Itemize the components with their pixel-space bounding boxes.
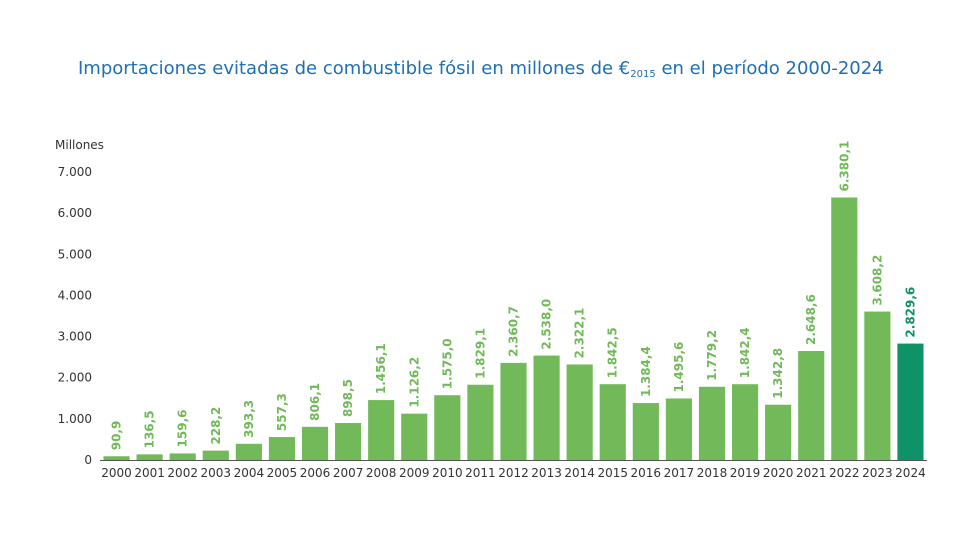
data-label-2014: 2.322,1 xyxy=(573,308,587,359)
data-label-2000: 90,9 xyxy=(110,421,124,451)
x-tick-label: 2016 xyxy=(631,466,662,480)
bar-2006 xyxy=(301,426,329,460)
bar-2016 xyxy=(632,403,659,460)
data-labels: 90,9 136,5 159,6 228,2 393,3 557,3 806,1 898,5 1… xyxy=(110,141,918,451)
x-tick-label: 2003 xyxy=(201,466,232,480)
data-label-2022: 6.380,1 xyxy=(837,141,851,192)
x-tick-label: 2017 xyxy=(664,466,695,480)
data-label-2006: 806,1 xyxy=(308,383,322,421)
y-tick-label: 3.000 xyxy=(58,330,92,344)
data-label-2021: 2.648,6 xyxy=(804,294,818,345)
x-tick-label: 2012 xyxy=(498,466,529,480)
y-tick-label: 2.000 xyxy=(58,371,92,385)
data-label-2012: 2.360,7 xyxy=(507,306,521,357)
x-tick-label: 2019 xyxy=(730,466,761,480)
data-label-2019: 1.842,4 xyxy=(738,327,752,378)
y-axis-label: Millones xyxy=(55,138,104,152)
chart-title-tail: en el período 2000-2024 xyxy=(655,58,884,79)
data-label-2010: 1.575,0 xyxy=(440,338,454,389)
bar-2012 xyxy=(500,362,527,460)
y-axis: 0 1.000 2.000 3.000 4.000 5.000 6.000 7.000 xyxy=(58,165,92,467)
bar-2020 xyxy=(765,404,792,460)
x-tick-label: 2009 xyxy=(399,466,430,480)
x-tick-label: 2002 xyxy=(167,466,198,480)
x-axis: 2000 2001 2002 2003 2004 2005 2006 2007 2008 2009… xyxy=(100,460,927,480)
bar-2008 xyxy=(368,400,395,460)
x-tick-label: 2013 xyxy=(531,466,562,480)
x-tick-label: 2024 xyxy=(895,466,926,480)
data-label-2023: 3.608,2 xyxy=(870,255,884,306)
x-tick-label: 2011 xyxy=(465,466,496,480)
x-tick-label: 2000 xyxy=(101,466,132,480)
data-label-2009: 1.126,2 xyxy=(407,357,421,408)
chart-title: Importaciones evitadas de combustible fó… xyxy=(78,58,884,80)
x-tick-label: 2020 xyxy=(763,466,794,480)
y-tick-label: 0 xyxy=(84,453,92,467)
bar-2003 xyxy=(202,450,229,460)
data-label-2001: 136,5 xyxy=(143,410,157,448)
data-label-2004: 393,3 xyxy=(242,400,256,438)
bar-2002 xyxy=(169,453,196,460)
data-label-2015: 1.842,5 xyxy=(606,327,620,378)
bar-2024 xyxy=(897,343,924,460)
bar-2017 xyxy=(665,398,692,460)
data-label-2017: 1.495,6 xyxy=(672,342,686,393)
y-tick-label: 6.000 xyxy=(58,206,92,220)
y-tick-label: 5.000 xyxy=(58,247,92,261)
x-tick-label: 2005 xyxy=(267,466,298,480)
x-tick-label: 2007 xyxy=(333,466,364,480)
bar-2005 xyxy=(268,437,296,460)
x-tick-label: 2015 xyxy=(597,466,628,480)
x-tick-label: 2022 xyxy=(829,466,860,480)
y-tick-label: 7.000 xyxy=(58,165,92,179)
x-tick-label: 2006 xyxy=(300,466,331,480)
bars xyxy=(103,197,924,460)
x-tick-label: 2021 xyxy=(796,466,827,480)
data-label-2003: 228,2 xyxy=(209,407,223,445)
data-label-2008: 1.456,1 xyxy=(374,343,388,394)
data-label-2005: 557,3 xyxy=(275,393,289,431)
bar-2000 xyxy=(103,456,130,460)
data-label-2002: 159,6 xyxy=(176,409,190,447)
data-label-2013: 2.538,0 xyxy=(540,299,554,350)
bar-2019 xyxy=(731,384,759,460)
chart-title-subscript: 2015 xyxy=(630,69,656,80)
data-label-2007: 898,5 xyxy=(341,379,355,417)
y-tick-label: 1.000 xyxy=(58,412,92,426)
bar-2013 xyxy=(533,355,560,460)
bar-2015 xyxy=(599,384,626,460)
x-tick-label: 2004 xyxy=(234,466,265,480)
bar-2018 xyxy=(698,386,726,460)
bar-2021 xyxy=(798,351,825,460)
x-tick-label: 2014 xyxy=(564,466,595,480)
bar-2009 xyxy=(401,413,428,460)
chart-title-main: Importaciones evitadas de combustible fó… xyxy=(78,58,631,79)
bar-2007 xyxy=(335,423,362,460)
x-tick-label: 2018 xyxy=(697,466,728,480)
y-tick-label: 4.000 xyxy=(58,288,92,302)
x-tick-label: 2010 xyxy=(432,466,463,480)
data-label-2020: 1.342,8 xyxy=(771,348,785,399)
data-label-2016: 1.384,4 xyxy=(639,346,653,397)
data-label-2024: 2.829,6 xyxy=(903,287,917,338)
x-tick-label: 2023 xyxy=(862,466,893,480)
bar-2010 xyxy=(434,395,461,460)
bar-2011 xyxy=(467,384,494,460)
bar-2022 xyxy=(831,197,858,460)
bar-2001 xyxy=(136,454,163,460)
x-tick-label: 2008 xyxy=(366,466,397,480)
data-label-2011: 1.829,1 xyxy=(473,328,487,379)
bar-2023 xyxy=(864,311,891,460)
bar-2014 xyxy=(566,364,593,460)
x-tick-label: 2001 xyxy=(134,466,165,480)
data-label-2018: 1.779,2 xyxy=(705,330,719,381)
bar-2004 xyxy=(235,443,262,460)
